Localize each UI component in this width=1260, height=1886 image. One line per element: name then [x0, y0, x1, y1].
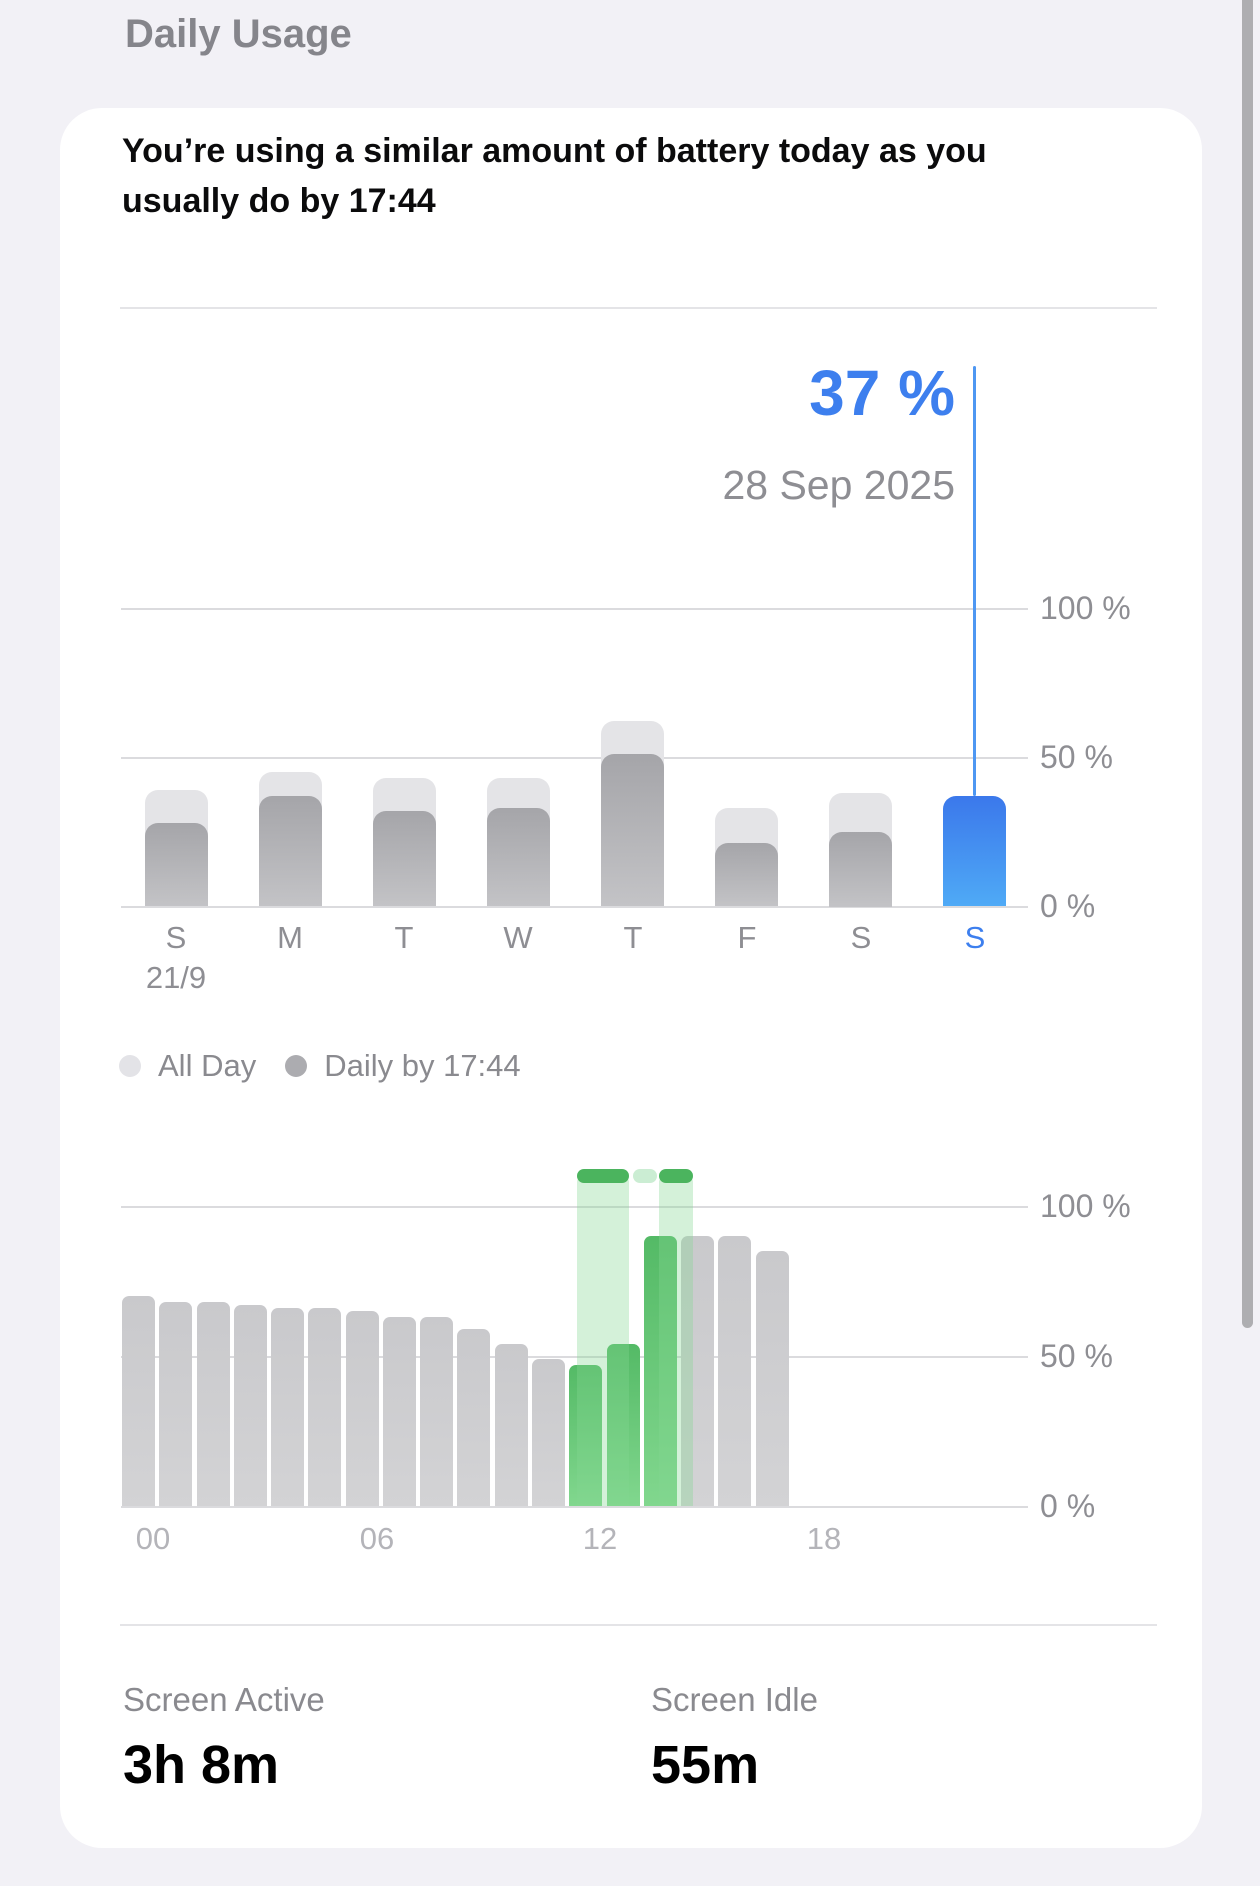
battery-usage-headline: You’re using a similar amount of battery… [122, 132, 987, 220]
screen-idle-value: 55m [651, 1735, 760, 1795]
screen-active-label: Screen Active [123, 1681, 325, 1718]
daily-usage-card [60, 108, 1202, 1848]
divider [120, 1624, 1157, 1626]
screen-idle-label: Screen Idle [651, 1681, 818, 1718]
daily-by-legend-dot-icon [285, 1055, 308, 1077]
daily-by-legend-label: Daily by 17:44 [324, 1048, 521, 1083]
chart-legend: All Day Daily by 17:44 [119, 1046, 521, 1086]
selected-day-date: 28 Sep 2025 [722, 462, 955, 508]
scrollbar[interactable] [1242, 0, 1253, 1328]
all-day-legend-label: All Day [158, 1048, 257, 1083]
page-title: Daily Usage [125, 12, 352, 56]
selected-day-percent: 37 % [809, 357, 955, 429]
all-day-legend-dot-icon [119, 1055, 141, 1077]
screen-active-value: 3h 8m [123, 1735, 280, 1795]
divider [120, 307, 1157, 309]
